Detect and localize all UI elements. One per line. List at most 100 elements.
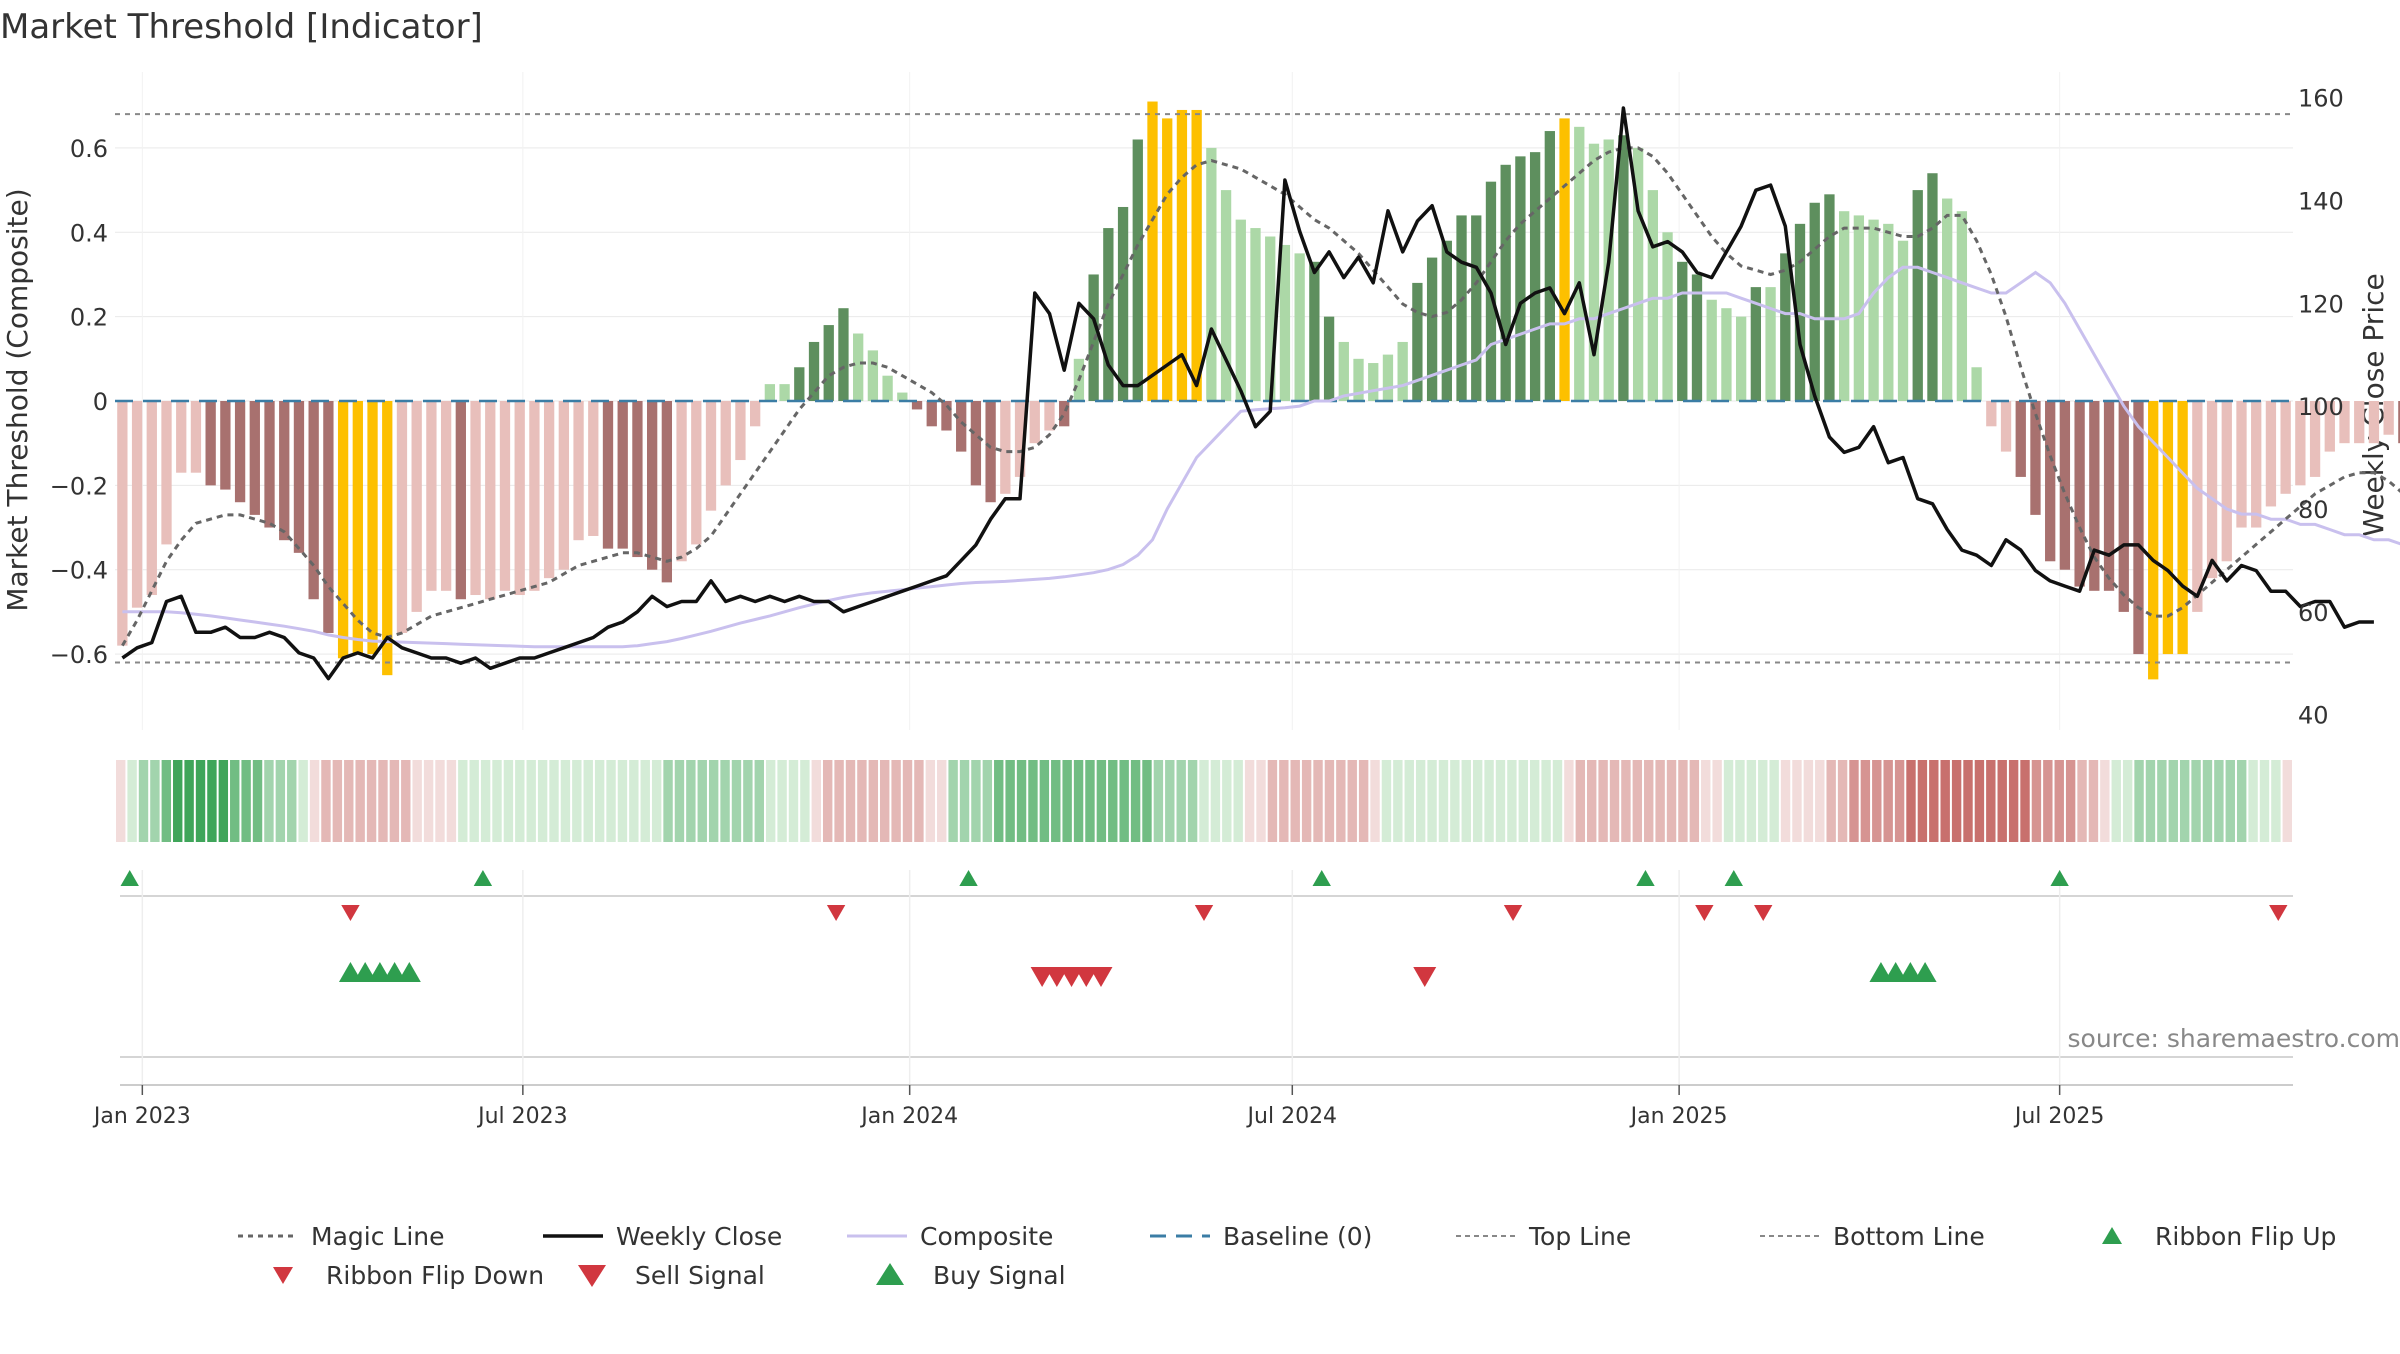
threshold-bar — [220, 401, 230, 490]
ribbon-cell — [1484, 760, 1493, 842]
ribbon-cell — [355, 760, 364, 842]
ribbon-cell — [1815, 760, 1824, 842]
threshold-bar — [588, 401, 598, 536]
threshold-bar — [1765, 287, 1775, 401]
ribbon-cell — [1678, 760, 1687, 842]
ribbon-cell — [1747, 760, 1756, 842]
threshold-bar — [2222, 401, 2232, 561]
ribbon-cell — [241, 760, 250, 842]
sell-signal-marker — [1089, 967, 1112, 987]
threshold-bar — [1736, 317, 1746, 401]
threshold-bar — [1898, 241, 1908, 401]
ribbon-cell — [1336, 760, 1345, 842]
threshold-bar — [853, 334, 863, 401]
ribbon-cell — [116, 760, 125, 842]
x-tick-label: Jul 2025 — [2013, 1104, 2105, 1129]
ribbon-cell — [1701, 760, 1710, 842]
y2-tick-label: 160 — [2298, 85, 2344, 113]
legend-label: Bottom Line — [1833, 1222, 1985, 1251]
buy-signal-marker — [1914, 962, 1937, 982]
ribbon-cell — [1530, 760, 1539, 842]
threshold-bar — [1501, 165, 1511, 401]
ribbon-cell — [652, 760, 661, 842]
ribbon-cell — [1382, 760, 1391, 842]
ribbon-cell — [1370, 760, 1379, 842]
ribbon-cell — [253, 760, 262, 842]
ribbon-cell — [1598, 760, 1607, 842]
threshold-bar — [2384, 401, 2394, 435]
ribbon-cell — [2260, 760, 2269, 842]
threshold-bar — [794, 367, 804, 401]
threshold-bar — [2060, 401, 2070, 570]
threshold-bar — [1839, 211, 1849, 401]
ribbon-cell — [1975, 760, 1984, 842]
ribbon-cell — [926, 760, 935, 842]
threshold-bar — [2251, 401, 2261, 528]
threshold-bar — [1000, 401, 1010, 494]
ribbon-cell — [1176, 760, 1185, 842]
ribbon-cell — [914, 760, 923, 842]
ribbon-flip-up-marker — [959, 870, 977, 886]
ribbon-cell — [1861, 760, 1870, 842]
threshold-bar — [1618, 135, 1628, 401]
ribbon-cell — [1655, 760, 1664, 842]
threshold-bar — [544, 401, 554, 578]
ribbon-cell — [846, 760, 855, 842]
ribbon-cell — [2066, 760, 2075, 842]
ribbon-cell — [2191, 760, 2200, 842]
x-tick-label: Jan 2025 — [1629, 1104, 1728, 1129]
threshold-bar — [1927, 173, 1937, 401]
ribbon-cell — [698, 760, 707, 842]
threshold-bar — [1236, 220, 1246, 401]
ribbon-cell — [2203, 760, 2212, 842]
threshold-bar — [2236, 401, 2246, 528]
ribbon-cell — [1963, 760, 1972, 842]
threshold-bar — [765, 384, 775, 401]
ribbon-cell — [1074, 760, 1083, 842]
ribbon-cell — [1245, 760, 1254, 842]
ribbon-cell — [1268, 760, 1277, 842]
legend-label: Ribbon Flip Up — [2155, 1222, 2336, 1251]
buy-signal-marker — [398, 962, 421, 982]
threshold-bar — [706, 401, 716, 511]
ribbon-cell — [1781, 760, 1790, 842]
ribbon-cell — [1416, 760, 1425, 842]
threshold-bar — [338, 401, 348, 658]
ribbon-cell — [618, 760, 627, 842]
ribbon-cell — [1439, 760, 1448, 842]
ribbon-cell — [549, 760, 558, 842]
ribbon-cell — [937, 760, 946, 842]
threshold-bar — [2119, 401, 2129, 612]
threshold-bar — [1986, 401, 1996, 426]
threshold-bar — [1442, 241, 1452, 401]
ribbon-cell — [2123, 760, 2132, 842]
ribbon-cell — [1325, 760, 1334, 842]
threshold-bar — [647, 401, 657, 570]
ribbon-cell — [595, 760, 604, 842]
threshold-bar — [529, 401, 539, 591]
threshold-bar — [1147, 102, 1157, 401]
ribbon-cell — [150, 760, 159, 842]
threshold-bar — [868, 350, 878, 401]
ribbon-cell — [572, 760, 581, 842]
y2-tick-label: 60 — [2298, 599, 2329, 627]
threshold-bar — [456, 401, 466, 599]
threshold-bar — [2266, 401, 2276, 506]
ribbon-cell — [2089, 760, 2098, 842]
ribbon-cell — [1906, 760, 1915, 842]
ribbon-cell — [2112, 760, 2121, 842]
ribbon-strip — [116, 760, 2292, 842]
ribbon-cell — [1576, 760, 1585, 842]
threshold-bar — [279, 401, 289, 540]
ribbon-cell — [869, 760, 878, 842]
threshold-bar — [721, 401, 731, 485]
ribbon-cell — [1279, 760, 1288, 842]
ribbon-flip-up-marker — [1636, 870, 1654, 886]
y2-tick-label: 120 — [2298, 290, 2344, 318]
ribbon-cell — [1519, 760, 1528, 842]
threshold-bar — [176, 401, 186, 473]
threshold-bar — [573, 401, 583, 540]
ribbon-cell — [1633, 760, 1642, 842]
